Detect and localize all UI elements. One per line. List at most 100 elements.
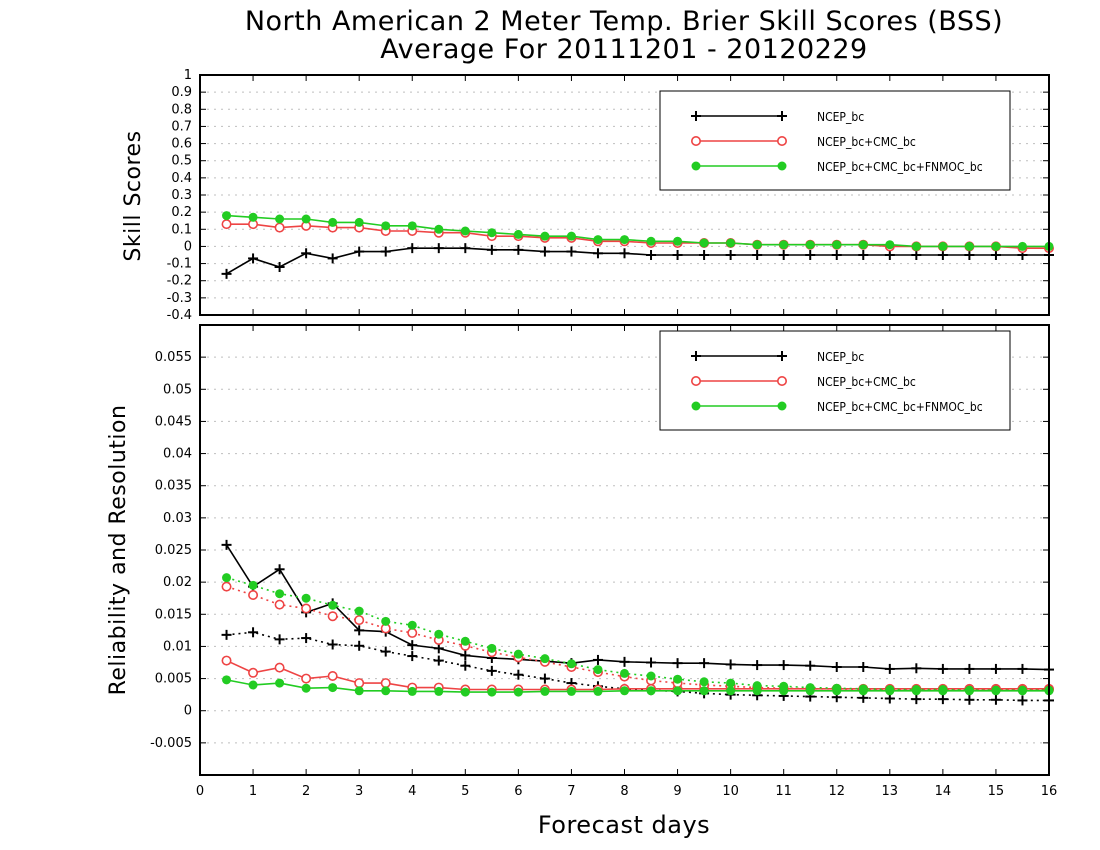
x-tick-label: 6	[514, 784, 522, 799]
y-tick-label: -0.4	[167, 308, 192, 323]
data-point	[460, 636, 470, 646]
data-point	[990, 663, 1001, 674]
data-point	[407, 627, 418, 638]
data-point	[964, 250, 975, 260]
data-point	[858, 684, 868, 694]
data-point	[964, 685, 974, 695]
data-point	[248, 667, 259, 678]
data-point	[460, 650, 471, 661]
data-point	[301, 683, 311, 693]
data-point	[778, 250, 789, 260]
legend-marker	[691, 111, 701, 121]
data-point	[513, 649, 523, 659]
data-point	[1017, 663, 1028, 674]
data-point	[248, 212, 258, 222]
y-tick-label: 0.035	[155, 479, 192, 494]
reliability-resolution-panel: -0.005 0 0.005 0.01 0.015 0.02 0.025 0.03 0.035 0…	[106, 324, 1057, 799]
data-point	[407, 221, 417, 231]
data-point	[593, 665, 603, 675]
data-point	[805, 660, 816, 671]
data-point	[221, 268, 232, 279]
data-point	[301, 214, 311, 224]
data-point	[566, 246, 577, 257]
y-tick-label: -0.3	[167, 291, 192, 306]
x-tick-label: 1	[249, 784, 257, 799]
y-tick-label: 0.04	[163, 447, 192, 462]
data-point	[275, 589, 285, 599]
x-tick-label: 14	[935, 784, 952, 799]
data-point	[486, 665, 497, 676]
data-point	[646, 250, 657, 260]
data-point	[248, 580, 258, 590]
data-point	[275, 214, 285, 224]
plot-frame	[199, 324, 1050, 776]
data-point	[540, 231, 550, 241]
data-point	[327, 639, 338, 650]
data-point	[380, 678, 391, 689]
data-point	[991, 241, 1001, 251]
data-point	[673, 686, 683, 696]
data-point	[327, 611, 338, 622]
data-point	[592, 248, 603, 259]
data-point	[938, 241, 948, 251]
data-point	[752, 250, 763, 260]
y-tick-label: 0.6	[171, 137, 192, 152]
data-point	[274, 599, 285, 610]
data-point	[460, 660, 471, 671]
data-point	[885, 240, 895, 250]
data-point	[222, 675, 232, 685]
data-point	[354, 686, 364, 696]
legend: NCEP_bc NCEP_bc+CMC_bc NCEP_bc+CMC_bc+FNMO…	[659, 330, 1011, 431]
y-tick-label: 0.7	[171, 119, 192, 134]
y-tick-label: 1	[184, 68, 192, 83]
data-point	[354, 678, 365, 689]
data-point	[699, 238, 709, 248]
x-tick-label: 5	[461, 784, 469, 799]
legend: NCEP_bc NCEP_bc+CMC_bc NCEP_bc+CMC_bc+FNMO…	[659, 90, 1011, 191]
data-point	[884, 250, 895, 260]
data-point	[540, 686, 550, 696]
data-point	[222, 211, 232, 221]
data-point	[752, 660, 763, 671]
data-point	[407, 686, 417, 696]
data-point	[433, 643, 444, 654]
data-point	[885, 685, 895, 694]
x-tick-label: 12	[828, 784, 845, 799]
data-point	[937, 694, 948, 705]
x-tick-label: 9	[673, 784, 681, 799]
legend-label: NCEP_bc+CMC_bc+FNMOC_bc	[817, 400, 983, 414]
data-point	[354, 246, 365, 257]
data-point	[434, 629, 444, 639]
data-point	[937, 250, 948, 260]
y-tick-label: 0.8	[171, 102, 192, 117]
data-point	[938, 685, 948, 694]
data-point	[566, 231, 576, 241]
data-point	[328, 683, 338, 693]
data-point	[778, 660, 789, 671]
x-tick-label: 7	[567, 784, 575, 799]
data-point	[566, 659, 576, 669]
data-point	[805, 240, 815, 250]
data-point	[513, 687, 523, 697]
data-point	[354, 606, 364, 616]
data-point	[327, 253, 338, 264]
data-point	[354, 615, 365, 626]
data-point	[221, 219, 232, 230]
data-point	[725, 659, 736, 670]
data-point	[620, 668, 629, 678]
x-tick-label: 11	[775, 784, 792, 799]
data-point	[673, 236, 683, 246]
y-tick-label: 0.03	[163, 511, 192, 526]
y-tick-label: 0.3	[171, 188, 192, 203]
data-point	[672, 250, 683, 260]
data-point	[248, 589, 259, 600]
data-point	[593, 686, 603, 696]
data-point	[699, 677, 709, 687]
data-point	[275, 678, 285, 688]
data-point	[619, 656, 630, 667]
data-point	[832, 240, 842, 250]
data-point	[222, 573, 232, 583]
data-point	[434, 686, 444, 696]
data-point	[301, 603, 312, 614]
